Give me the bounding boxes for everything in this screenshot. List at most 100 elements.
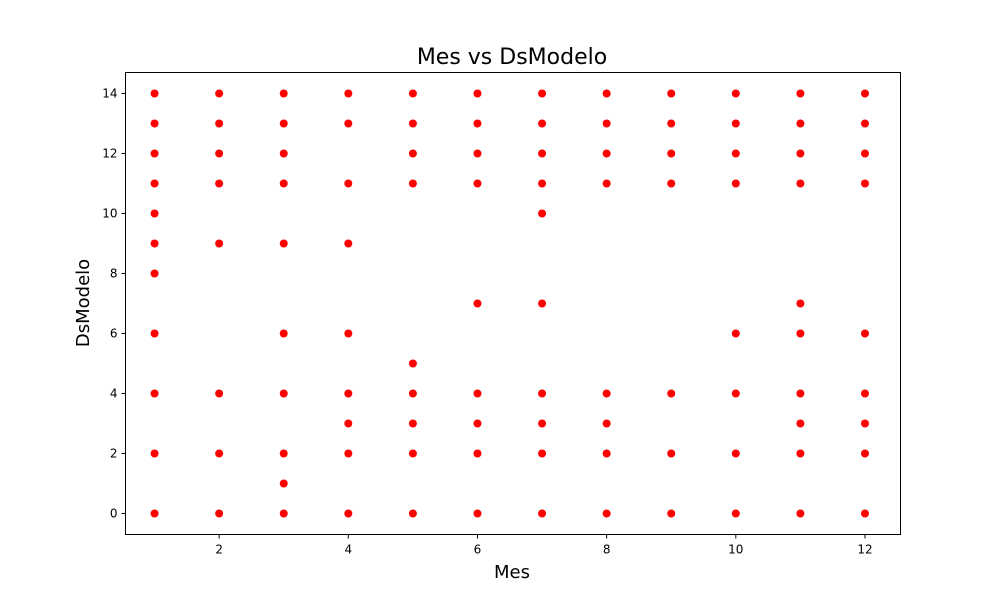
data-point bbox=[215, 389, 224, 398]
data-point bbox=[473, 149, 482, 158]
data-point bbox=[667, 509, 676, 518]
data-point bbox=[602, 149, 611, 158]
data-point bbox=[731, 119, 740, 128]
data-point bbox=[150, 269, 159, 278]
data-point bbox=[538, 509, 547, 518]
data-point bbox=[408, 449, 417, 458]
data-point bbox=[408, 179, 417, 188]
data-point bbox=[796, 419, 805, 428]
data-point bbox=[473, 419, 482, 428]
x-tick-label: 4 bbox=[344, 543, 352, 557]
data-point bbox=[860, 509, 869, 518]
data-point bbox=[150, 449, 159, 458]
data-point bbox=[796, 149, 805, 158]
data-point bbox=[796, 329, 805, 338]
data-point bbox=[860, 419, 869, 428]
data-point bbox=[731, 89, 740, 98]
data-point bbox=[279, 449, 288, 458]
data-point bbox=[279, 239, 288, 248]
data-point bbox=[602, 449, 611, 458]
data-point bbox=[215, 119, 224, 128]
x-tick-label: 10 bbox=[728, 543, 743, 557]
data-point bbox=[667, 389, 676, 398]
data-point bbox=[215, 149, 224, 158]
data-point bbox=[344, 449, 353, 458]
y-axis: 0 2 4 6 8 10 12 14 bbox=[102, 87, 126, 521]
data-point bbox=[602, 419, 611, 428]
data-point bbox=[473, 509, 482, 518]
data-point bbox=[538, 389, 547, 398]
data-point bbox=[796, 89, 805, 98]
data-point bbox=[538, 149, 547, 158]
x-tick-label: 8 bbox=[603, 543, 611, 557]
data-point bbox=[860, 179, 869, 188]
data-point bbox=[279, 179, 288, 188]
data-point bbox=[796, 509, 805, 518]
data-point bbox=[538, 209, 547, 218]
data-point bbox=[667, 119, 676, 128]
data-point bbox=[796, 389, 805, 398]
data-point bbox=[860, 449, 869, 458]
data-point bbox=[344, 239, 353, 248]
data-point bbox=[538, 449, 547, 458]
data-point bbox=[860, 89, 869, 98]
data-point bbox=[473, 299, 482, 308]
data-point bbox=[796, 449, 805, 458]
data-point bbox=[538, 89, 547, 98]
data-point bbox=[150, 149, 159, 158]
data-point bbox=[667, 149, 676, 158]
data-point bbox=[473, 119, 482, 128]
data-point bbox=[796, 119, 805, 128]
data-point bbox=[731, 389, 740, 398]
data-point bbox=[279, 119, 288, 128]
data-point bbox=[473, 449, 482, 458]
data-points bbox=[150, 89, 869, 518]
data-point bbox=[215, 239, 224, 248]
data-point bbox=[215, 89, 224, 98]
data-point bbox=[344, 389, 353, 398]
data-point bbox=[408, 509, 417, 518]
x-axis-label: Mes bbox=[494, 562, 530, 583]
data-point bbox=[731, 149, 740, 158]
data-point bbox=[215, 179, 224, 188]
data-point bbox=[150, 179, 159, 188]
data-point bbox=[731, 509, 740, 518]
data-point bbox=[344, 179, 353, 188]
chart-title: Mes vs DsModelo bbox=[417, 45, 607, 70]
data-point bbox=[408, 359, 417, 368]
data-point bbox=[150, 239, 159, 248]
data-point bbox=[150, 209, 159, 218]
data-point bbox=[344, 419, 353, 428]
y-tick-label: 6 bbox=[110, 327, 118, 341]
data-point bbox=[602, 179, 611, 188]
data-point bbox=[538, 419, 547, 428]
y-tick-label: 2 bbox=[110, 447, 118, 461]
data-point bbox=[538, 179, 547, 188]
data-point bbox=[150, 389, 159, 398]
y-tick-label: 12 bbox=[102, 147, 117, 161]
data-point bbox=[667, 89, 676, 98]
y-tick-label: 10 bbox=[102, 207, 117, 221]
data-point bbox=[473, 89, 482, 98]
data-point bbox=[667, 179, 676, 188]
data-point bbox=[602, 389, 611, 398]
y-tick-label: 4 bbox=[110, 387, 118, 401]
data-point bbox=[279, 149, 288, 158]
data-point bbox=[344, 119, 353, 128]
data-point bbox=[860, 149, 869, 158]
data-point bbox=[408, 389, 417, 398]
data-point bbox=[215, 509, 224, 518]
data-point bbox=[279, 389, 288, 398]
data-point bbox=[538, 119, 547, 128]
data-point bbox=[860, 119, 869, 128]
data-point bbox=[602, 509, 611, 518]
x-tick-label: 12 bbox=[857, 543, 872, 557]
data-point bbox=[344, 89, 353, 98]
data-point bbox=[150, 509, 159, 518]
plot-area: 2 4 6 8 10 12 0 2 4 6 8 10 12 14 bbox=[102, 72, 901, 557]
data-point bbox=[150, 89, 159, 98]
data-point bbox=[731, 329, 740, 338]
data-point bbox=[473, 389, 482, 398]
data-point bbox=[344, 509, 353, 518]
